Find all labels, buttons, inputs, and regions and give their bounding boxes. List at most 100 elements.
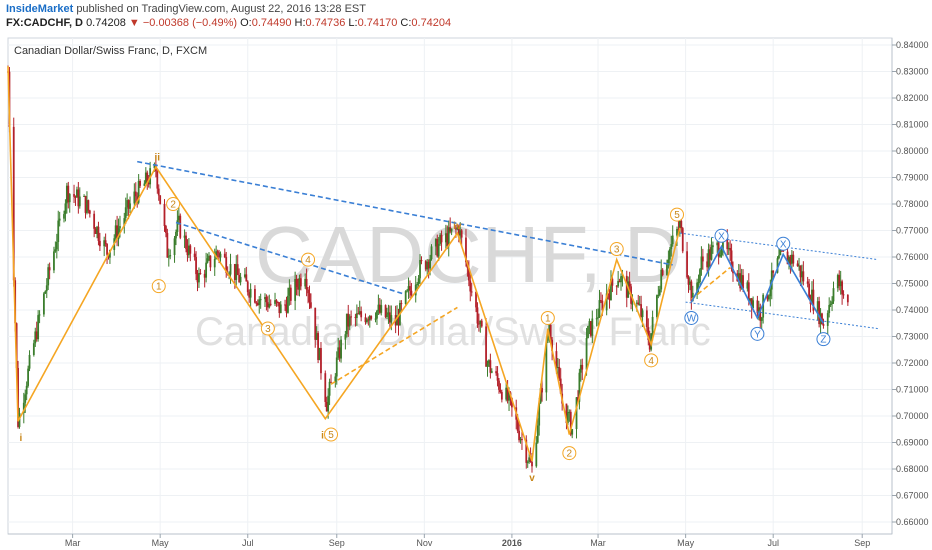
- candle-body: [558, 367, 561, 379]
- candle-body: [27, 368, 29, 386]
- candle-body: [278, 302, 281, 314]
- candle-body: [94, 228, 97, 234]
- candle-body: [740, 275, 743, 289]
- candle-body: [397, 315, 400, 326]
- candle-body: [390, 315, 393, 323]
- candle-body: [42, 293, 45, 315]
- candle-body: [106, 243, 108, 255]
- candle-body: [87, 200, 90, 211]
- candle-body: [163, 203, 166, 227]
- candle-body: [691, 292, 694, 302]
- candle-body: [126, 200, 129, 208]
- candle-body: [455, 228, 457, 230]
- price-axis[interactable]: 0.66000 0.67000 0.68000 0.69000 0.70000 0.710…: [892, 40, 929, 527]
- candle-body: [417, 278, 420, 285]
- candle-body: [388, 312, 391, 323]
- time-axis[interactable]: Mar May Jul Sep Nov 2016 Mar May Jul Sep: [65, 534, 870, 548]
- blue-wave-line: [137, 160, 673, 266]
- candle-body: [555, 351, 558, 368]
- candle-body: [116, 225, 119, 240]
- candle-body: [828, 305, 831, 314]
- candle-body: [608, 294, 611, 301]
- candle-body: [68, 194, 71, 203]
- candle-body: [687, 277, 690, 285]
- candle-body: [307, 289, 309, 294]
- candle-body: [426, 261, 429, 270]
- candle-body: [225, 257, 228, 273]
- candle-body: [802, 271, 805, 282]
- candle-body: [32, 343, 35, 355]
- candle-body: [195, 257, 197, 275]
- candle-body: [531, 461, 533, 467]
- time-tick-label: Sep: [329, 538, 345, 548]
- candle-body: [147, 182, 150, 185]
- candle-body: [295, 279, 298, 287]
- author-link[interactable]: InsideMarket: [6, 3, 74, 15]
- candle-body: [469, 280, 472, 292]
- candle-body: [285, 305, 288, 313]
- wave-label-circle: [151, 279, 166, 294]
- candle-body: [658, 289, 661, 295]
- candle-body: [407, 286, 410, 291]
- candle-body: [119, 226, 121, 229]
- candle-body: [779, 247, 782, 256]
- candle-body: [676, 228, 678, 236]
- candle-body: [12, 126, 15, 281]
- price-tick-label: 0.77000: [896, 226, 929, 236]
- candle-body: [831, 301, 833, 305]
- candle-body: [587, 326, 589, 339]
- candle-body: [127, 200, 130, 209]
- candle-body: [173, 238, 176, 256]
- chart-title: Canadian Dollar/Swiss Franc, D, FXCM: [14, 45, 207, 57]
- candle-body: [446, 233, 449, 247]
- candle-body: [34, 331, 37, 344]
- candle-body: [549, 324, 552, 340]
- wave-label: W: [687, 313, 697, 324]
- candle-body: [205, 262, 208, 278]
- candle-body: [348, 316, 351, 327]
- candle-body: [766, 294, 769, 300]
- candle-body: [548, 324, 551, 337]
- time-tick-label: Mar: [65, 538, 81, 548]
- orange-wave-line: [7, 66, 19, 422]
- candle-body: [249, 288, 252, 298]
- candle-body: [588, 321, 591, 327]
- price-tick-label: 0.66000: [896, 517, 929, 527]
- wave-label-circle: [166, 197, 181, 211]
- symbol-label: FX:CADCHF, D: [6, 17, 83, 29]
- candle-body: [686, 251, 688, 278]
- low-value: 0.74170: [357, 17, 398, 29]
- candle-body: [266, 302, 269, 308]
- low-label: L:: [348, 17, 358, 29]
- price-tick-label: 0.72000: [896, 358, 929, 368]
- candle-body: [536, 425, 539, 443]
- candle-body: [175, 231, 177, 239]
- wave-label-circle: [670, 207, 685, 222]
- candle-body: [35, 331, 38, 340]
- candle-body: [618, 280, 621, 283]
- candle-body: [419, 259, 421, 279]
- candle-body: [752, 300, 754, 309]
- candle-body: [424, 261, 427, 270]
- candle-body: [667, 259, 670, 263]
- candle-body: [822, 324, 825, 326]
- candle-body: [477, 323, 480, 325]
- wave-label: 3: [265, 324, 271, 335]
- candle-body: [589, 321, 592, 336]
- wave-label-circle: [562, 446, 577, 461]
- candle-body: [538, 403, 541, 426]
- candle-body: [414, 284, 417, 296]
- candle-body: [166, 232, 169, 258]
- time-tick-label: May: [677, 538, 695, 548]
- candle-body: [153, 164, 156, 169]
- candle-body: [378, 304, 381, 313]
- candle-body: [233, 263, 236, 280]
- candle-body: [480, 320, 483, 327]
- candle-body: [298, 278, 301, 290]
- wave-label: 4: [305, 255, 311, 266]
- candle-body: [315, 333, 318, 340]
- candle-body: [786, 251, 789, 265]
- candle-body: [367, 319, 370, 321]
- candle-body: [357, 313, 360, 315]
